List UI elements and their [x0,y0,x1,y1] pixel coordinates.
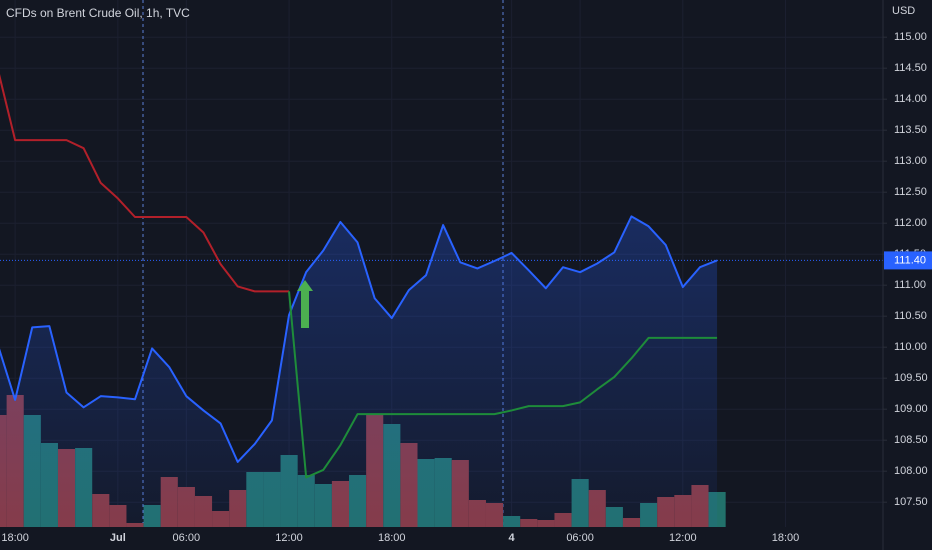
x-tick-label: 18:00 [378,532,406,544]
price-label: 111.40 [894,254,926,266]
chart-title: CFDs on Brent Crude Oil, 1h, TVC [6,6,190,20]
y-tick-label: 114.50 [894,62,927,74]
x-tick-label: 06:00 [173,532,201,544]
area [0,216,718,527]
x-tick-label: 4 [509,532,516,544]
price-label-box [884,251,932,270]
signal-arrow [297,280,313,328]
y-tick-label: 110.00 [894,341,927,353]
x-tick-label: 18:00 [1,532,29,544]
y-tick-label: 109.50 [894,372,928,384]
line [288,291,718,479]
x-tick-label: 06:00 [566,532,594,544]
y-tick-label: 115.00 [894,31,927,43]
y-tick-label: 112.00 [894,217,927,229]
axes: 107.50 108.00 108.50 109.00 109.50 110.00 110.… [1,31,932,544]
y-tick-label: 108.00 [894,465,928,477]
line [0,215,718,463]
y-tick-label: 112.50 [894,186,927,198]
y-tick-label: 111.00 [894,279,926,291]
line [0,74,290,293]
y-tick-label: 107.50 [894,496,928,508]
y-tick-label: 114.00 [894,93,927,105]
y-tick-label: 113.00 [894,155,927,167]
x-tick-label: 12:00 [669,532,697,544]
y-tick-label: 108.50 [894,434,928,446]
y-tick-label: 110.50 [894,310,927,322]
x-tick-label: Jul [110,532,126,544]
plot [0,74,883,527]
y-tick-label: 109.00 [894,403,928,415]
x-tick-label: 18:00 [772,532,800,544]
y-tick-label: 113.50 [894,124,927,136]
currency: USD [892,5,915,17]
x-tick-label: 12:00 [275,532,303,544]
